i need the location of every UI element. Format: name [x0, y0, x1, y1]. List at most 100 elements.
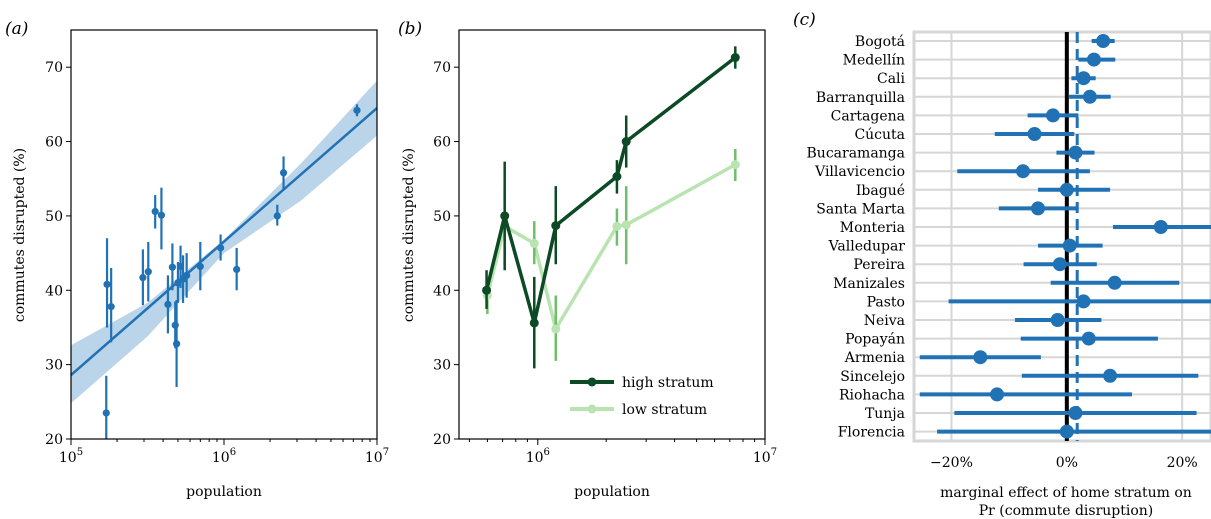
data-point	[196, 262, 204, 271]
data-point	[233, 265, 241, 274]
data-point	[171, 321, 179, 329]
effect-point	[973, 350, 988, 365]
data-point	[103, 280, 111, 288]
city-label: Manizales	[833, 276, 905, 292]
data-point-low	[551, 324, 561, 334]
effect-point	[1030, 201, 1045, 216]
panel-label-b: (b)	[398, 19, 422, 39]
data-point-high	[482, 285, 492, 295]
y-tick-label: 40	[45, 283, 63, 299]
data-point	[144, 268, 152, 276]
city-label: Cali	[877, 71, 906, 87]
panel-b: (b) 20 30 40 50 60 70 106 107 high stratum low…	[398, 19, 777, 500]
effect-point	[1082, 89, 1097, 104]
data-point-high	[612, 171, 622, 181]
city-label: Pereira	[853, 257, 905, 273]
data-point-high	[529, 318, 539, 328]
effect-point	[1096, 34, 1111, 48]
y-ticks-a: 20 30 40 50 60 70	[45, 60, 71, 448]
data-point-high	[730, 53, 740, 63]
x-ticks-c: −20% 0% 20%	[930, 455, 1198, 471]
effect-point	[1103, 368, 1118, 383]
panel-label-c: (c)	[793, 10, 816, 30]
city-label: Cúcuta	[854, 127, 905, 143]
data-point	[102, 409, 110, 417]
city-labels: Bogotá Medellín Cali Barranquilla Cartagena C…	[807, 34, 906, 441]
data-point-high	[551, 221, 561, 231]
regression-line	[70, 107, 378, 376]
y-tick-label: 20	[45, 432, 63, 448]
effect-bars	[919, 34, 1211, 439]
x-axis-label-c-line1: marginal effect of home stratum on	[940, 485, 1192, 501]
y-tick-label: 60	[433, 135, 451, 151]
city-label: Sincelejo	[840, 369, 905, 385]
effect-point	[1107, 275, 1122, 290]
effect-point	[1076, 71, 1091, 86]
data-point-high	[500, 211, 510, 221]
city-label: Medellín	[843, 53, 905, 69]
y-ticks-b: 20 30 40 50 60 70	[433, 60, 459, 448]
data-point	[216, 244, 225, 252]
legend-label-low: low stratum	[622, 402, 707, 418]
city-label: Florencia	[838, 425, 905, 441]
y-tick-label: 70	[45, 60, 63, 76]
city-label: Cartagena	[831, 108, 905, 124]
series-line-low	[485, 163, 737, 331]
y-tick-label: 50	[45, 209, 63, 225]
city-label: Villavicencio	[814, 164, 905, 180]
effect-point	[1062, 238, 1077, 253]
data-point	[173, 340, 181, 348]
panel-c: (c) Bogotá Medellín Cali Barranquilla Cartag…	[793, 10, 1211, 519]
effect-point	[1059, 424, 1074, 439]
data-point	[157, 211, 166, 219]
effect-point	[1059, 182, 1074, 197]
x-tick-label: 107	[753, 447, 777, 466]
series-lines	[482, 46, 740, 369]
data-point	[151, 207, 159, 216]
plot-frame-b	[458, 29, 766, 440]
data-points	[102, 104, 361, 439]
x-axis-label-b: population	[574, 484, 650, 500]
reference-lines	[1064, 32, 1079, 441]
data-point	[353, 106, 361, 114]
city-label: Barranquilla	[816, 90, 905, 106]
x-tick-label: 106	[526, 447, 550, 466]
data-point-low	[529, 238, 539, 248]
effect-point	[1068, 406, 1083, 420]
data-point-high	[621, 137, 631, 147]
y-tick-label: 50	[433, 209, 451, 225]
data-point	[139, 274, 147, 282]
city-label: Tunja	[865, 406, 905, 422]
x-tick-label: 20%	[1167, 455, 1198, 471]
effect-point	[1068, 145, 1083, 160]
data-point	[164, 300, 172, 309]
x-axis-label-c-line2: Pr (commute disruption)	[979, 503, 1154, 519]
legend-label-high: high stratum	[622, 375, 714, 391]
city-label: Riohacha	[839, 387, 905, 403]
y-tick-label: 30	[45, 358, 63, 374]
data-point	[168, 263, 177, 271]
effect-point	[1153, 220, 1168, 234]
effect-point	[1045, 108, 1060, 123]
effect-point	[1027, 127, 1042, 141]
city-label: Bogotá	[855, 34, 905, 50]
city-label: Neiva	[864, 313, 905, 329]
data-point-low	[612, 221, 622, 231]
y-axis-label-a: commutes disrupted (%)	[12, 148, 28, 322]
x-tick-label: 105	[59, 447, 83, 466]
y-tick-label: 20	[433, 432, 451, 448]
effect-point	[1052, 257, 1067, 272]
x-tick-label: 0%	[1056, 455, 1078, 471]
plot-frame-a	[70, 29, 378, 440]
data-point	[183, 271, 191, 279]
data-point	[107, 303, 115, 311]
effect-point	[990, 387, 1005, 402]
city-label: Ibagué	[856, 183, 905, 199]
effect-point	[1050, 313, 1065, 327]
x-tick-label: 107	[365, 447, 389, 466]
effect-point	[1015, 164, 1030, 179]
legend-marker-low	[587, 404, 597, 414]
city-label: Armenia	[844, 350, 905, 366]
y-tick-label: 30	[433, 358, 451, 374]
